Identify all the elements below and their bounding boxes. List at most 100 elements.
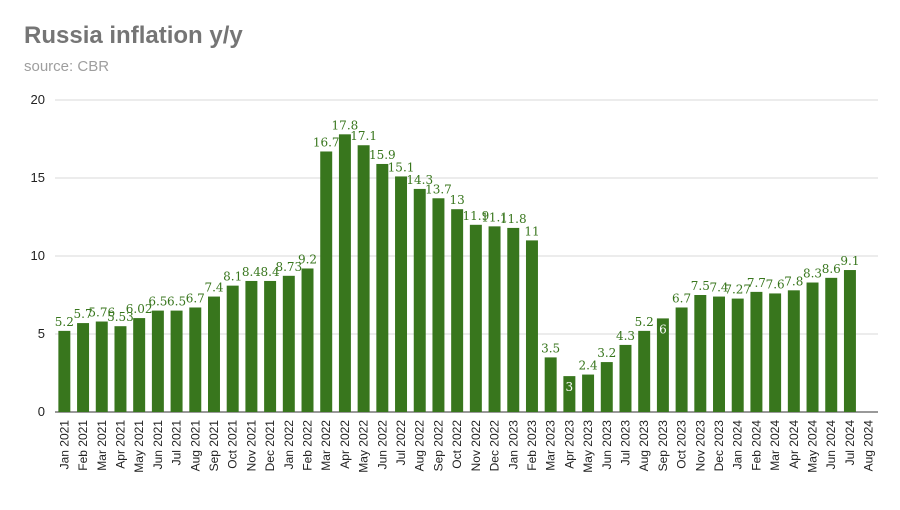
- x-tick-label: Feb 2023: [525, 420, 539, 471]
- data-label: 4.3: [616, 329, 635, 343]
- bar: [750, 291, 763, 412]
- x-tick-label: Apr 2022: [338, 420, 352, 469]
- bar: [245, 280, 258, 412]
- x-tick-label: Apr 2021: [113, 420, 127, 469]
- data-labels: 5.25.75.765.536.026.5 6.5 6.77.48.1 8.4 8.48…: [55, 118, 860, 394]
- x-tick-label: Mar 2024: [768, 420, 782, 471]
- data-label: 7.27: [724, 283, 751, 297]
- x-tick-label: Jun 2021: [151, 420, 165, 470]
- x-tick-label: Jul 2022: [394, 420, 408, 466]
- x-tick-label: Feb 2024: [749, 420, 763, 471]
- data-label: 15.9: [369, 148, 396, 162]
- bar: [357, 145, 370, 413]
- x-tick-label: Sep 2023: [656, 420, 670, 472]
- x-tick-label: Aug 2023: [637, 420, 651, 472]
- bar: [563, 376, 576, 412]
- data-label: 6.7: [186, 291, 205, 305]
- x-tick-label: Feb 2022: [301, 420, 315, 471]
- data-label: 7.4: [709, 281, 728, 295]
- bar: [713, 296, 725, 412]
- x-tick-label: Nov 2021: [244, 420, 258, 472]
- x-tick-label: Sep 2021: [207, 420, 221, 472]
- bar: [488, 226, 501, 412]
- data-label: 3.5: [541, 341, 560, 355]
- bar: [114, 326, 127, 412]
- bar: [656, 318, 669, 412]
- x-tick-label: Aug 2021: [188, 420, 202, 472]
- data-label: 17.8: [332, 118, 359, 132]
- data-label: 8.73: [275, 260, 302, 274]
- x-tick-label: Apr 2024: [787, 420, 801, 469]
- x-tick-label: Oct 2022: [450, 420, 464, 469]
- x-tick-label: Jul 2023: [618, 420, 632, 466]
- bar: [825, 277, 838, 412]
- bar: [413, 188, 426, 412]
- data-label: 7.5: [691, 279, 710, 293]
- bar: [806, 282, 819, 412]
- y-tick-label: 10: [31, 248, 45, 263]
- data-label: 13: [450, 193, 465, 207]
- bar: [600, 362, 613, 412]
- bar: [619, 344, 632, 412]
- x-tick-label: Jun 2022: [375, 420, 389, 470]
- x-tick-label: Dec 2022: [488, 420, 502, 472]
- bar: [451, 209, 464, 412]
- data-label: 7.4: [204, 281, 223, 295]
- x-tick-label: Oct 2021: [226, 420, 240, 469]
- bar: [338, 134, 351, 412]
- data-label: 5.7: [74, 307, 93, 321]
- bar: [507, 227, 520, 412]
- bar: [151, 310, 164, 412]
- bar: [226, 285, 239, 412]
- data-label: 9.2: [298, 252, 317, 266]
- bar: [544, 357, 557, 412]
- chart-subtitle: source: CBR: [24, 58, 110, 75]
- x-tick-label: Feb 2021: [76, 420, 90, 471]
- data-label: 16.7: [313, 135, 340, 149]
- bar: [769, 293, 782, 412]
- bar: [843, 270, 856, 412]
- data-label: 6.5: [167, 295, 186, 309]
- x-tick-label: Jul 2024: [843, 420, 857, 466]
- x-tick-label: Jan 2022: [282, 420, 296, 470]
- x-tick-label: May 2023: [581, 420, 595, 473]
- bar: [694, 295, 707, 412]
- data-label: 7.6: [766, 277, 785, 291]
- x-tick-label: Aug 2024: [862, 420, 876, 472]
- data-label: 11.8: [500, 212, 527, 226]
- y-tick-label: 0: [38, 404, 45, 419]
- data-label: 8.4: [261, 265, 280, 279]
- data-label: 5.2: [635, 315, 654, 329]
- bar: [77, 323, 90, 412]
- y-tick-label: 15: [31, 170, 45, 185]
- data-label: 5.2: [55, 315, 74, 329]
- bar: [787, 290, 800, 412]
- x-tick-label: Nov 2022: [469, 420, 483, 472]
- x-tick-label: Oct 2023: [675, 420, 689, 469]
- x-tick-label: May 2022: [357, 420, 371, 473]
- data-label: 6.7: [672, 291, 691, 305]
- x-tick-label: Jun 2023: [600, 420, 614, 470]
- x-tick-label: Jan 2024: [731, 420, 745, 470]
- data-label: 7.8: [784, 274, 803, 288]
- bar: [170, 310, 183, 412]
- data-label: 5.53: [107, 310, 134, 324]
- x-tick-label: Mar 2023: [544, 420, 558, 471]
- bar: [376, 163, 389, 412]
- x-tick-label: Mar 2022: [319, 420, 333, 471]
- bar: [395, 176, 408, 412]
- x-tick-label: Dec 2023: [712, 420, 726, 472]
- bar: [320, 151, 333, 413]
- y-tick-label: 20: [31, 92, 45, 107]
- bar: [282, 275, 295, 412]
- data-label: 2.4: [579, 359, 598, 373]
- x-axis: Jan 2021 Feb 2021 Mar 2021 Apr 2021 May 2021…: [57, 420, 875, 473]
- data-label: 9.1: [840, 254, 859, 268]
- data-label: 11.9: [462, 209, 489, 223]
- bars: [58, 134, 856, 413]
- data-label: 8.6: [822, 262, 841, 276]
- bar: [189, 307, 202, 412]
- x-tick-label: Sep 2022: [431, 420, 445, 472]
- x-tick-label: Dec 2021: [263, 420, 277, 472]
